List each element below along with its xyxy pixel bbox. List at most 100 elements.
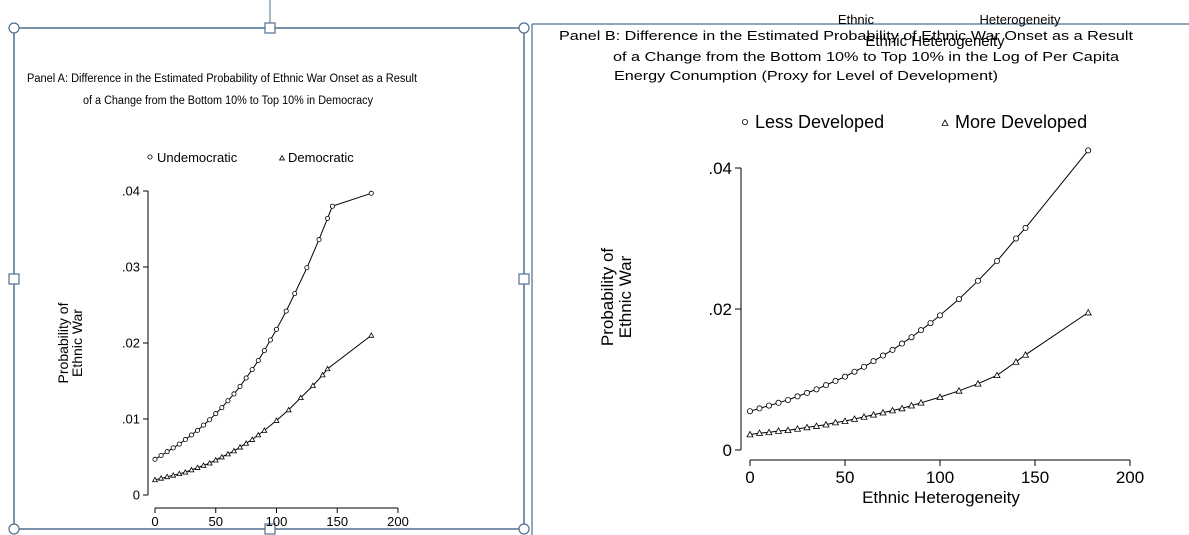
panel-b-point-0 bbox=[908, 334, 915, 341]
panel-b-point-1 bbox=[812, 422, 821, 429]
panel-b-point-0 bbox=[1085, 147, 1092, 154]
panel-a-point-1 bbox=[249, 436, 256, 442]
panel-a-point-1 bbox=[157, 475, 165, 481]
panel-b-point-1 bbox=[746, 430, 754, 438]
panel-a-point-1 bbox=[164, 473, 171, 480]
panel-b-point-1 bbox=[1012, 358, 1020, 365]
panel-a-point-0 bbox=[255, 357, 261, 363]
overlap-title-fragment: Ethnic Heterogeneity bbox=[865, 33, 1005, 50]
panel-a-legend-label-0: Undemocratic bbox=[157, 150, 238, 165]
panel-a-point-0 bbox=[188, 432, 194, 438]
panel-b-x-tick-label: 150 bbox=[1021, 468, 1049, 487]
panel-a-point-0 bbox=[292, 291, 298, 297]
panel-b-legend: Less Developed More Developed bbox=[742, 112, 1087, 132]
panel-b-point-0 bbox=[747, 408, 754, 415]
overlap-fragment: Ethnic Heterogeneity Ethnic Heterogeneit… bbox=[838, 12, 1061, 50]
panel-a-point-0 bbox=[283, 308, 289, 314]
panel-b-y-tick-label: .04 bbox=[708, 159, 732, 178]
panel-b-point-0 bbox=[937, 312, 944, 319]
panel-b-chart: Panel B: Difference in the Estimated Pro… bbox=[559, 29, 1144, 507]
resize-handle-bottom[interactable] bbox=[264, 523, 276, 535]
panel-b-legend-marker-1-shape bbox=[941, 119, 949, 126]
panel-b-title-line-2: of a Change from the Bottom 10% to Top 1… bbox=[613, 50, 1119, 64]
panel-b-legend-label-0: Less Developed bbox=[755, 112, 884, 132]
panel-a-point-1 bbox=[273, 417, 280, 423]
panel-a-point-1 bbox=[170, 472, 177, 478]
panel-a-point-1 bbox=[236, 443, 244, 450]
panel-a-point-0 bbox=[201, 422, 207, 428]
panel-a-title-line-1: Panel A: Difference in the Estimated Pro… bbox=[27, 73, 418, 85]
panel-b-point-0 bbox=[889, 346, 896, 353]
panel-a-point-0 bbox=[325, 215, 331, 221]
panel-a-point-0 bbox=[195, 427, 201, 433]
panel-a-point-0 bbox=[304, 265, 310, 271]
panel-a-point-0 bbox=[329, 203, 335, 209]
panel-a-point-1 bbox=[212, 456, 219, 463]
panel-b-point-0 bbox=[899, 340, 906, 347]
resize-handle-right[interactable] bbox=[518, 273, 530, 285]
panel-a-legend-marker-1 bbox=[278, 154, 286, 161]
panel-b-frame[interactable] bbox=[531, 23, 1189, 535]
panel-b-point-1 bbox=[831, 418, 840, 426]
panel-a-legend-marker-0 bbox=[147, 154, 153, 160]
resize-handle-top-right[interactable] bbox=[518, 22, 530, 34]
panel-b-point-0 bbox=[994, 258, 1001, 265]
panel-a-point-1 bbox=[319, 371, 326, 378]
overlap-tick-fragment-right: Heterogeneity bbox=[980, 12, 1061, 27]
panel-b-point-1 bbox=[955, 386, 963, 394]
panel-a-plot-area: 0 .01 .02 .03 .04 0 50 100 150 200 bbox=[122, 184, 409, 529]
panel-a-point-1 bbox=[261, 427, 268, 433]
panel-b-point-0 bbox=[775, 399, 782, 406]
panel-b-point-0 bbox=[842, 373, 849, 380]
panel-a-point-1 bbox=[188, 466, 195, 473]
panel-b-y-tick-label: 0 bbox=[723, 441, 732, 460]
panel-a-legend-marker-0-shape bbox=[147, 154, 153, 160]
panel-a-point-0 bbox=[231, 391, 237, 397]
panel-b-point-1 bbox=[784, 426, 792, 434]
panel-b-point-1 bbox=[774, 427, 783, 434]
panel-a-point-1 bbox=[297, 394, 304, 401]
panel-a-point-0 bbox=[176, 441, 182, 447]
resize-handle-top[interactable] bbox=[264, 22, 276, 34]
panel-a-y-tick-label: .03 bbox=[122, 260, 140, 275]
panel-a-point-0 bbox=[316, 237, 322, 243]
panel-a-y-axis-title: Probability of Ethnic War bbox=[55, 302, 85, 383]
panel-a-point-0 bbox=[170, 445, 176, 451]
panel-a-frame[interactable] bbox=[8, 0, 530, 535]
panel-b-point-0 bbox=[1022, 224, 1029, 231]
panel-b-legend-label-1: More Developed bbox=[955, 112, 1087, 132]
panel-b-legend-marker-0-shape bbox=[742, 119, 749, 126]
panel-a-point-1 bbox=[224, 450, 231, 457]
panel-b-point-1 bbox=[841, 417, 849, 424]
panel-b-title-line-3: Energy Conumption (Proxy for Level of De… bbox=[614, 69, 998, 83]
panel-b-x-tick-label: 0 bbox=[745, 468, 754, 487]
panel-a-point-0 bbox=[237, 383, 243, 389]
panel-a-point-0 bbox=[368, 190, 374, 196]
panel-b-point-1 bbox=[860, 413, 868, 420]
resize-handle-bottom-right[interactable] bbox=[518, 523, 530, 535]
panel-b-title: Panel B: Difference in the Estimated Pro… bbox=[559, 29, 1134, 83]
panel-a-point-1 bbox=[255, 431, 262, 438]
panel-a-point-0 bbox=[182, 437, 188, 443]
panel-b-point-1 bbox=[803, 423, 811, 431]
panel-b-point-0 bbox=[832, 377, 839, 384]
panel-b-title-line-1: Panel B: Difference in the Estimated Pro… bbox=[559, 29, 1134, 43]
panel-a-y-axis-title-line-1: Probability of bbox=[55, 302, 71, 383]
resize-handle-bottom-left[interactable] bbox=[8, 523, 20, 535]
panel-a-title-line-2: of a Change from the Bottom 10% to Top 1… bbox=[83, 95, 373, 107]
panel-a-legend: Undemocratic Democratic bbox=[147, 150, 354, 165]
panel-b-point-0 bbox=[927, 320, 934, 327]
panel-a-x-tick-label: 50 bbox=[209, 514, 223, 529]
panel-a-point-1 bbox=[182, 468, 189, 475]
panel-b-point-1 bbox=[850, 415, 859, 422]
panel-a-legend-label-1: Democratic bbox=[288, 150, 354, 165]
panel-b-point-0 bbox=[823, 382, 830, 389]
panel-b-series-line-0 bbox=[749, 150, 1089, 412]
panel-b-point-0 bbox=[975, 277, 982, 284]
panel-b-point-1 bbox=[879, 408, 887, 416]
panel-b-x-tick-label: 50 bbox=[836, 468, 855, 487]
panel-b-point-0 bbox=[785, 396, 792, 403]
panel-b-y-axis-title-line-1: Probability of bbox=[598, 248, 617, 347]
resize-handle-left[interactable] bbox=[8, 273, 20, 285]
resize-handle-top-left[interactable] bbox=[8, 22, 20, 34]
